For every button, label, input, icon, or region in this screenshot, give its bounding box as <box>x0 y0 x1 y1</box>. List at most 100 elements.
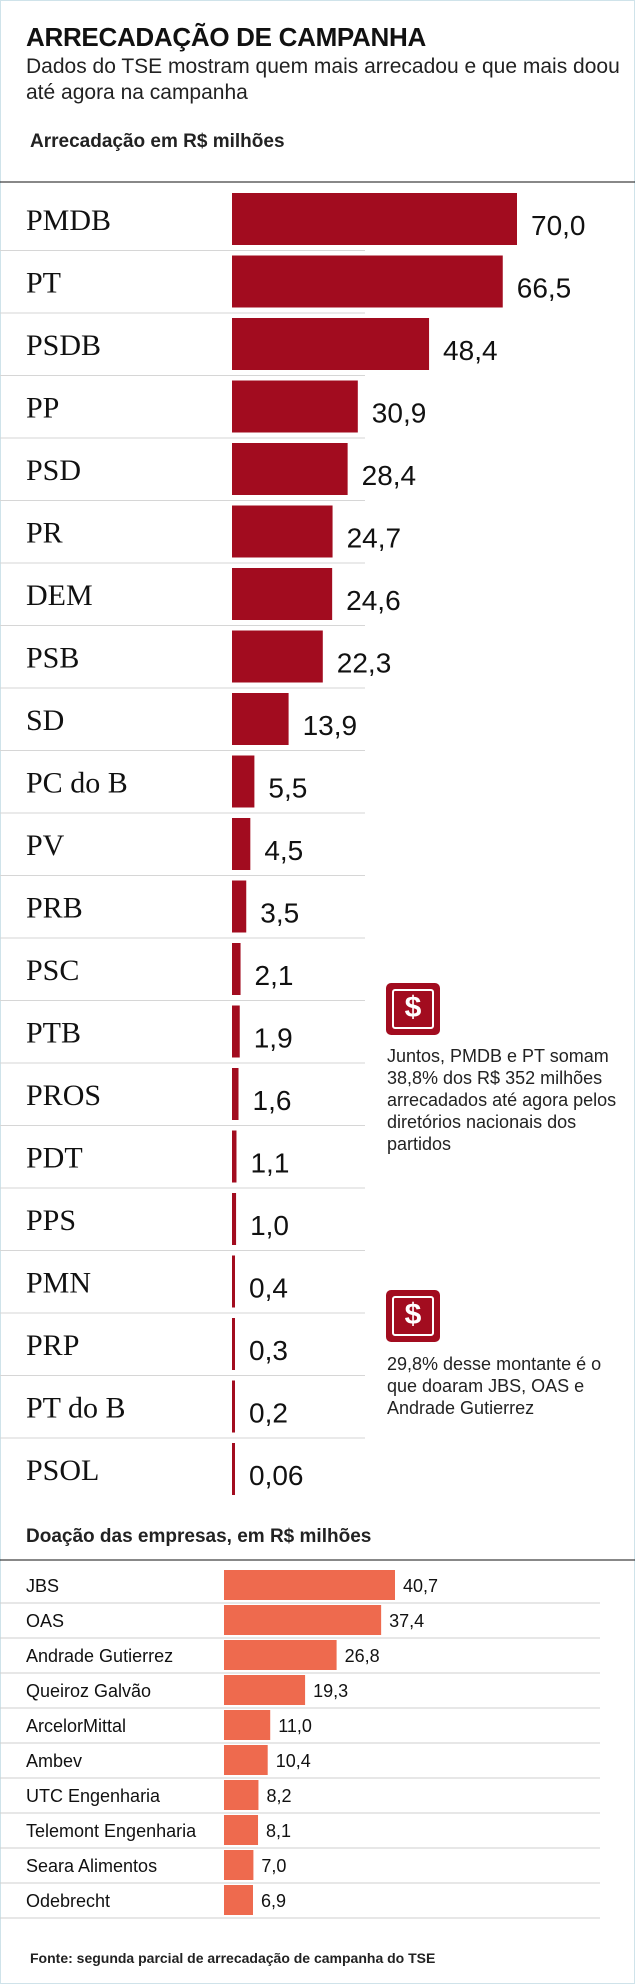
bar <box>224 1710 271 1740</box>
data-label: 48,4 <box>443 335 498 366</box>
bar <box>232 380 358 433</box>
bar <box>232 693 289 745</box>
data-label: 5,5 <box>268 773 307 804</box>
bar <box>232 1130 237 1183</box>
bar <box>232 1068 239 1120</box>
bar <box>232 443 348 495</box>
bar <box>232 505 333 558</box>
bar <box>232 1255 235 1308</box>
category-label: PSOL <box>26 1454 99 1487</box>
data-label: 11,0 <box>278 1716 312 1736</box>
bar <box>232 1443 235 1495</box>
party-chart-title: Arrecadação em R$ milhões <box>30 131 285 152</box>
data-label: 0,06 <box>249 1460 304 1491</box>
bar <box>232 818 251 870</box>
bar <box>232 1318 235 1370</box>
data-label: 1,0 <box>250 1210 289 1241</box>
data-label: 6,9 <box>261 1891 286 1911</box>
source-note: Fonte: segunda parcial de arrecadação de… <box>30 1950 436 1966</box>
category-label: PSC <box>26 954 79 987</box>
data-label: 4,5 <box>264 835 303 866</box>
bar <box>232 755 255 808</box>
data-label: 1,6 <box>253 1085 292 1116</box>
category-label: PSDB <box>26 329 101 362</box>
category-label: OAS <box>26 1611 64 1631</box>
bar <box>224 1850 254 1880</box>
category-label: Andrade Gutierrez <box>26 1646 173 1666</box>
bar <box>224 1570 395 1600</box>
data-label: 0,4 <box>249 1273 288 1304</box>
category-label: DEM <box>26 579 93 612</box>
data-label: 0,2 <box>249 1398 288 1429</box>
bar <box>224 1780 259 1810</box>
category-label: Queiroz Galvão <box>26 1681 151 1701</box>
page-title: ARRECADAÇÃO DE CAMPANHA <box>26 22 426 52</box>
category-label: UTC Engenharia <box>26 1786 161 1806</box>
bar <box>232 1193 237 1245</box>
category-label: ArcelorMittal <box>26 1716 126 1736</box>
money-icon: $ <box>386 983 440 1035</box>
bar <box>224 1745 268 1775</box>
bar <box>224 1605 382 1635</box>
data-label: 2,1 <box>255 960 294 991</box>
data-label: 0,3 <box>249 1335 288 1366</box>
bar <box>232 630 323 683</box>
category-label: JBS <box>26 1576 59 1596</box>
data-label: 1,9 <box>254 1023 293 1054</box>
bar <box>232 943 241 995</box>
category-label: PP <box>26 392 59 425</box>
category-label: PSB <box>26 642 79 675</box>
bar <box>232 568 333 620</box>
bar <box>224 1885 253 1915</box>
data-label: 24,6 <box>346 585 401 616</box>
bar <box>224 1675 306 1705</box>
data-label: 28,4 <box>362 460 417 491</box>
category-label: Odebrecht <box>26 1891 110 1911</box>
bar <box>232 1005 240 1058</box>
party-revenue-chart: PMDB 70,0 PT 66,5 PSDB 48,4 PP 30,9 PSD 28,4 PR 24,… <box>0 181 635 1495</box>
data-label: 22,3 <box>337 648 392 679</box>
category-label: PROS <box>26 1079 101 1112</box>
bar <box>232 1380 235 1433</box>
bar <box>232 318 430 370</box>
data-label: 3,5 <box>260 898 299 929</box>
bar <box>224 1815 259 1845</box>
bar <box>232 255 503 308</box>
data-label: 26,8 <box>345 1646 380 1666</box>
data-label: 24,7 <box>347 523 402 554</box>
data-label: 13,9 <box>303 710 358 741</box>
data-label: 8,1 <box>266 1821 291 1841</box>
money-icon: $ <box>386 1290 440 1342</box>
bar <box>232 193 517 245</box>
bar <box>232 880 247 933</box>
category-label: PSD <box>26 454 81 487</box>
data-label: 30,9 <box>372 398 427 429</box>
category-label: PDT <box>26 1142 83 1175</box>
category-label: PV <box>26 829 65 862</box>
category-label: Telemont Engenharia <box>26 1821 197 1841</box>
category-label: PMDB <box>26 204 111 237</box>
category-label: PC do B <box>26 767 128 800</box>
page-subtitle: Dados do TSE mostram quem mais arrecadou… <box>26 55 620 104</box>
bar <box>224 1640 337 1670</box>
data-label: 37,4 <box>389 1611 424 1631</box>
data-label: 40,7 <box>403 1576 438 1596</box>
category-label: PR <box>26 517 63 550</box>
category-label: PMN <box>26 1267 91 1300</box>
data-label: 70,0 <box>531 210 586 241</box>
category-label: PT do B <box>26 1392 125 1425</box>
category-label: PTB <box>26 1017 81 1050</box>
note-companies-share: 29,8% desse montante é o que doaram JBS,… <box>387 1354 602 1418</box>
category-label: Ambev <box>26 1751 82 1771</box>
category-label: SD <box>26 704 64 737</box>
category-label: PRP <box>26 1329 79 1362</box>
company-chart-title: Doação das empresas, em R$ milhões <box>26 1526 372 1547</box>
data-label: 8,2 <box>266 1786 291 1806</box>
data-label: 10,4 <box>276 1751 311 1771</box>
category-label: PRB <box>26 892 83 925</box>
note-pmdb-pt-share: Juntos, PMDB e PT somam 38,8% dos R$ 352… <box>387 1046 617 1154</box>
category-label: Seara Alimentos <box>26 1856 157 1876</box>
category-label: PPS <box>26 1204 76 1237</box>
data-label: 19,3 <box>313 1681 348 1701</box>
